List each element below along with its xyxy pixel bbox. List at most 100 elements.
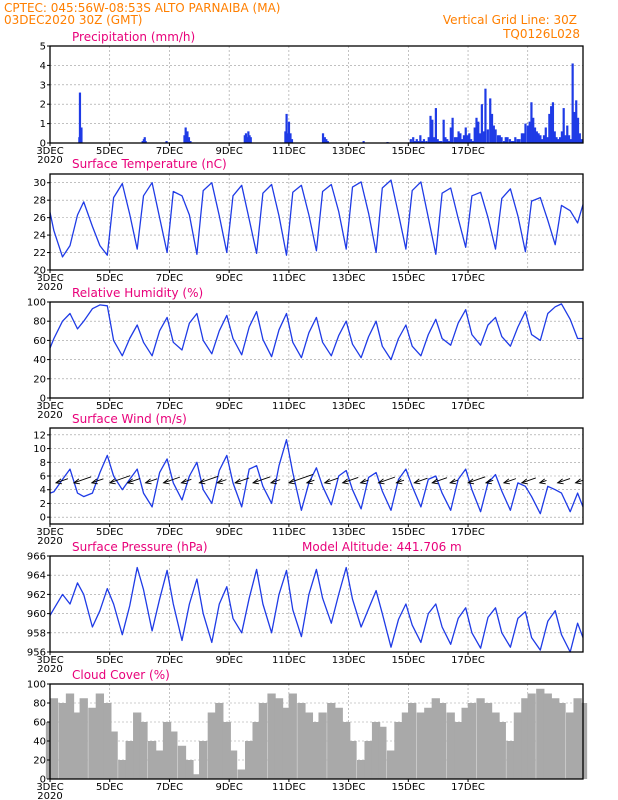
precip-bar bbox=[78, 92, 82, 143]
cloud-bar bbox=[297, 703, 306, 779]
wind-arrow-shaft bbox=[109, 475, 131, 484]
wind-title: Surface Wind (m/s) bbox=[72, 412, 187, 426]
cloud-bar bbox=[573, 698, 582, 779]
precip-xtick-label: 11DEC bbox=[272, 146, 306, 157]
precip-bar bbox=[286, 133, 289, 143]
cloud-bar bbox=[192, 774, 202, 779]
precip-xtick-label: 3DEC bbox=[36, 146, 63, 157]
precip-xtick-label: 17DEC bbox=[451, 146, 485, 157]
wind-arrow-head bbox=[502, 478, 510, 485]
precip-bar bbox=[575, 100, 578, 143]
cloud-bar bbox=[506, 741, 515, 779]
cloud-bar bbox=[215, 703, 224, 779]
precip-bar bbox=[524, 123, 527, 143]
temp-frame bbox=[49, 173, 584, 271]
precip-bar bbox=[431, 119, 434, 143]
wind-arrow-shaft bbox=[270, 479, 281, 484]
cloud-bar bbox=[371, 722, 381, 779]
wind-xtick-label: 7DEC bbox=[156, 527, 183, 538]
precip-bar bbox=[559, 137, 562, 143]
cloud-bar bbox=[88, 707, 97, 779]
cloud-bar bbox=[467, 703, 477, 779]
cloud-bar bbox=[258, 703, 268, 779]
precip-bar bbox=[80, 127, 83, 143]
precip-bar bbox=[578, 133, 581, 143]
precip-bar bbox=[432, 137, 436, 143]
precip-bar bbox=[482, 131, 485, 143]
precip-bar bbox=[412, 137, 415, 143]
precip-bar bbox=[490, 113, 494, 143]
precip-bar bbox=[290, 139, 294, 143]
precip-bar bbox=[520, 133, 523, 143]
precip-bar bbox=[415, 139, 418, 143]
precip-xtick-label: 13DEC bbox=[332, 146, 366, 157]
cloud-bar bbox=[282, 707, 291, 779]
precip-xtick-label: 15DEC bbox=[391, 146, 425, 157]
precip-title: Precipitation (mm/h) bbox=[72, 30, 195, 44]
precip-bar bbox=[539, 135, 542, 143]
precip-ytick-label: 1 bbox=[40, 119, 46, 130]
pressure-title: Surface Pressure (hPa) bbox=[72, 540, 208, 554]
cloud-bar bbox=[312, 722, 321, 779]
wind-arrow-shaft bbox=[557, 478, 571, 484]
precip-bar bbox=[444, 137, 447, 143]
precip-bar bbox=[243, 135, 246, 143]
cloud-year-label: 2020 bbox=[37, 791, 62, 800]
precip-bar bbox=[508, 139, 512, 143]
precip-bar bbox=[470, 139, 473, 143]
rh-ytick-label: 0 bbox=[40, 394, 46, 405]
wind-arrow-head bbox=[484, 478, 493, 485]
cloud-bar bbox=[155, 750, 164, 779]
precip-bar bbox=[466, 135, 469, 143]
precip-bar bbox=[500, 137, 503, 143]
precip-bar bbox=[165, 141, 168, 143]
precip-bar bbox=[434, 108, 437, 143]
precip-bar bbox=[514, 137, 517, 143]
wind-arrow-shaft bbox=[127, 478, 141, 484]
precip-bar bbox=[492, 125, 495, 143]
cloud-bar bbox=[79, 698, 88, 779]
wind-arrow-shaft bbox=[199, 475, 219, 484]
precip-bar bbox=[417, 141, 420, 143]
wind-arrow-head bbox=[108, 478, 116, 485]
precip-bar bbox=[530, 102, 533, 143]
pressure-ytick-label: 956 bbox=[27, 648, 46, 659]
precip-bar bbox=[246, 137, 249, 143]
cloud-bar bbox=[185, 760, 194, 779]
cloud-xtick-label: 3DEC bbox=[36, 782, 63, 793]
wind-xtick-label: 17DEC bbox=[451, 527, 485, 538]
precip-bar bbox=[516, 139, 519, 143]
precip-bar bbox=[502, 141, 506, 143]
rh-xtick-label: 9DEC bbox=[215, 401, 242, 412]
rh-ytick-label: 20 bbox=[33, 374, 46, 385]
precip-bar bbox=[438, 141, 441, 143]
cloud-bar bbox=[274, 698, 284, 779]
wind-arrow-shaft bbox=[288, 474, 314, 484]
wind-arrow-head bbox=[538, 478, 546, 485]
wind-xtick-label: 3DEC bbox=[36, 527, 63, 538]
wind-arrow-head bbox=[341, 478, 349, 485]
temp-xtick-label: 15DEC bbox=[391, 273, 425, 284]
wind-arrow-head bbox=[126, 478, 134, 485]
cloud-bar bbox=[348, 741, 357, 779]
temp-xtick-label: 5DEC bbox=[96, 273, 123, 284]
precip-bar bbox=[484, 88, 487, 143]
wind-arrow-head bbox=[234, 478, 242, 485]
pressure-xtick-label: 15DEC bbox=[391, 655, 425, 666]
cloud-bar bbox=[109, 731, 118, 779]
precip-bar bbox=[555, 137, 558, 143]
precip-ytick-label: 4 bbox=[40, 61, 46, 72]
precip-bar bbox=[566, 125, 569, 143]
precip-bar bbox=[187, 137, 191, 143]
cloud-bar bbox=[334, 707, 343, 779]
cloud-bar bbox=[437, 703, 447, 779]
precip-bar bbox=[553, 131, 556, 143]
temp-title: Surface Temperature (nC) bbox=[72, 157, 227, 171]
cloud-bar bbox=[139, 722, 148, 779]
wind-arrow-head bbox=[431, 478, 439, 485]
precip-bar bbox=[569, 139, 572, 143]
wind-xtick-label: 13DEC bbox=[332, 527, 366, 538]
cloud-bar bbox=[527, 693, 536, 779]
wind-arrow-head bbox=[359, 478, 367, 485]
precip-bar bbox=[455, 137, 458, 143]
